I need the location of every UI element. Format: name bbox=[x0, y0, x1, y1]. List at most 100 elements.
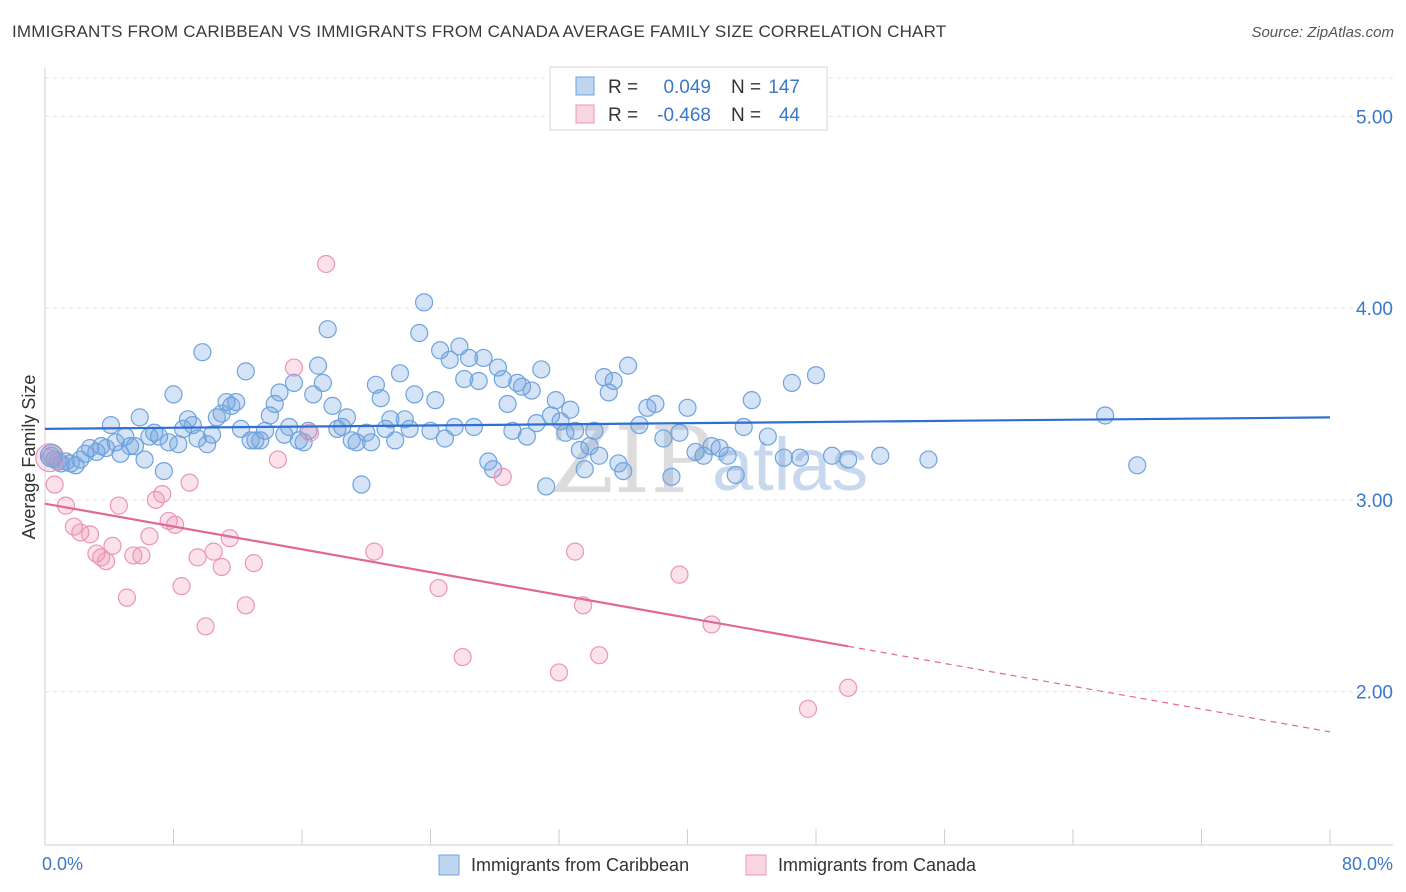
data-point bbox=[822, 446, 842, 465]
data-point bbox=[121, 437, 140, 456]
data-point bbox=[135, 450, 154, 469]
data-point bbox=[871, 446, 890, 465]
data-point bbox=[244, 554, 263, 573]
data-point bbox=[337, 408, 357, 427]
bottom-legend-label: Immigrants from Canada bbox=[778, 855, 977, 875]
data-point bbox=[96, 552, 116, 571]
data-point bbox=[546, 391, 565, 410]
data-point bbox=[169, 435, 188, 454]
data-point bbox=[453, 647, 472, 667]
data-point bbox=[618, 356, 638, 375]
data-point bbox=[347, 433, 366, 452]
legend-box bbox=[549, 66, 828, 131]
data-point bbox=[198, 435, 217, 454]
data-point bbox=[268, 450, 288, 469]
data-point bbox=[196, 617, 215, 636]
data-point bbox=[357, 423, 376, 442]
data-point bbox=[132, 546, 151, 565]
data-point bbox=[405, 385, 424, 404]
legend: R = 0.049 N = 147 R = -0.468 N = 44 bbox=[549, 66, 828, 131]
data-point bbox=[431, 341, 450, 360]
x-tick-labels: 0.0% 80.0% bbox=[42, 854, 1393, 874]
data-point bbox=[702, 615, 721, 634]
legend-swatch bbox=[575, 104, 595, 124]
data-point bbox=[204, 542, 223, 561]
data-point bbox=[469, 371, 488, 391]
data-point bbox=[117, 588, 137, 607]
data-point bbox=[45, 475, 64, 494]
trend-line-caribbean bbox=[44, 416, 1331, 431]
data-point bbox=[323, 396, 342, 415]
data-point bbox=[241, 431, 260, 450]
data-point bbox=[236, 362, 255, 381]
data-point bbox=[839, 678, 858, 697]
data-point bbox=[590, 446, 609, 465]
legend-n-label: N = bbox=[731, 77, 761, 98]
data-point bbox=[212, 404, 231, 423]
data-point bbox=[125, 437, 145, 456]
data-point bbox=[410, 323, 429, 343]
data-point bbox=[646, 394, 665, 414]
data-point bbox=[270, 383, 289, 402]
data-point bbox=[183, 415, 202, 435]
data-point bbox=[561, 400, 580, 419]
data-point bbox=[265, 394, 284, 414]
data-point bbox=[464, 417, 483, 437]
data-point bbox=[484, 460, 503, 479]
trend-line-canada-extension bbox=[848, 645, 1331, 733]
data-point bbox=[429, 578, 448, 598]
data-point bbox=[549, 663, 569, 682]
data-point bbox=[111, 444, 130, 463]
trend-line-canada bbox=[44, 502, 849, 648]
data-point bbox=[400, 419, 419, 439]
legend-r-value: 0.049 bbox=[663, 77, 711, 98]
trend-lines bbox=[44, 416, 1331, 733]
data-point bbox=[440, 350, 459, 369]
data-point bbox=[498, 394, 517, 414]
data-point bbox=[532, 360, 551, 379]
data-point bbox=[493, 467, 512, 486]
data-point bbox=[352, 475, 371, 494]
legend-r-label: R = bbox=[608, 105, 638, 126]
data-point bbox=[101, 415, 120, 435]
chart-title: IMMIGRANTS FROM CARIBBEAN VS IMMIGRANTS … bbox=[12, 22, 947, 41]
bottom-legend-swatch bbox=[438, 854, 460, 876]
data-point bbox=[798, 699, 818, 718]
data-point bbox=[678, 398, 697, 417]
data-point bbox=[734, 417, 753, 437]
data-point bbox=[35, 443, 65, 473]
legend-r-label: R = bbox=[608, 77, 638, 98]
y-tick-label: 3.00 bbox=[1356, 491, 1393, 512]
data-point bbox=[318, 320, 337, 339]
data-point bbox=[371, 389, 390, 408]
data-point bbox=[839, 450, 858, 469]
data-point bbox=[39, 444, 64, 468]
chart-source: Source: ZipAtlas.com bbox=[1251, 24, 1394, 41]
data-point bbox=[512, 377, 532, 396]
data-point bbox=[300, 423, 320, 442]
data-point bbox=[361, 433, 381, 452]
data-point bbox=[493, 369, 512, 389]
data-point bbox=[919, 450, 938, 469]
data-point bbox=[202, 425, 222, 444]
data-point bbox=[488, 358, 508, 377]
y-tick-label: 2.00 bbox=[1356, 683, 1393, 704]
data-point bbox=[106, 433, 125, 452]
data-point bbox=[575, 460, 594, 479]
data-point bbox=[585, 421, 604, 440]
data-point bbox=[414, 293, 434, 312]
data-point bbox=[390, 364, 410, 383]
data-point bbox=[590, 646, 609, 665]
data-point bbox=[140, 527, 159, 546]
data-point bbox=[313, 373, 332, 392]
legend-swatch bbox=[575, 76, 595, 96]
bottom-legend: Immigrants from Caribbean Immigrants from… bbox=[438, 854, 977, 876]
legend-n-label: N = bbox=[731, 105, 761, 126]
data-point bbox=[1128, 456, 1147, 475]
data-point bbox=[670, 565, 689, 584]
data-point bbox=[188, 429, 207, 448]
axes bbox=[44, 68, 1393, 846]
data-point bbox=[742, 391, 761, 410]
data-point bbox=[103, 536, 122, 555]
